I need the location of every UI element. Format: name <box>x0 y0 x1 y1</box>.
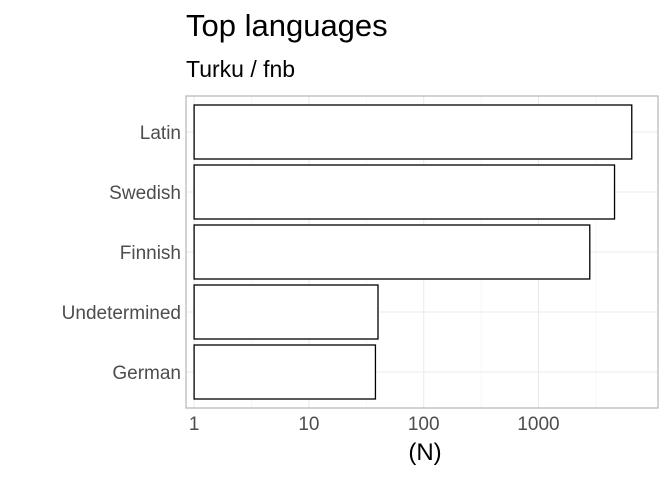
chart-title: Top languages <box>186 8 388 43</box>
bar-latin <box>193 104 633 160</box>
x-axis-title: (N) <box>408 439 441 466</box>
plot-panel-border <box>185 95 659 409</box>
y-tick-label: Finnish <box>120 243 181 264</box>
y-tick-label: Latin <box>140 123 181 144</box>
x-axis-tick-labels: 1 10 100 1000 <box>189 414 560 435</box>
bar-german <box>193 344 377 400</box>
x-tick-label: 100 <box>408 414 440 435</box>
x-tick-label: 1 <box>189 414 200 435</box>
bar-finnish <box>193 224 591 280</box>
y-tick-label: Undetermined <box>62 303 181 324</box>
bars <box>193 104 633 400</box>
bar-swedish <box>193 164 616 220</box>
y-tick-label: Swedish <box>109 183 181 204</box>
y-axis-tick-labels: Latin Swedish Finnish Undetermined German <box>62 123 181 384</box>
bar-undetermined <box>193 284 379 340</box>
y-tick-label: German <box>112 363 181 384</box>
x-tick-label: 1000 <box>517 414 559 435</box>
chart-subtitle: Turku / fnb <box>186 56 295 82</box>
x-tick-label: 10 <box>298 414 319 435</box>
